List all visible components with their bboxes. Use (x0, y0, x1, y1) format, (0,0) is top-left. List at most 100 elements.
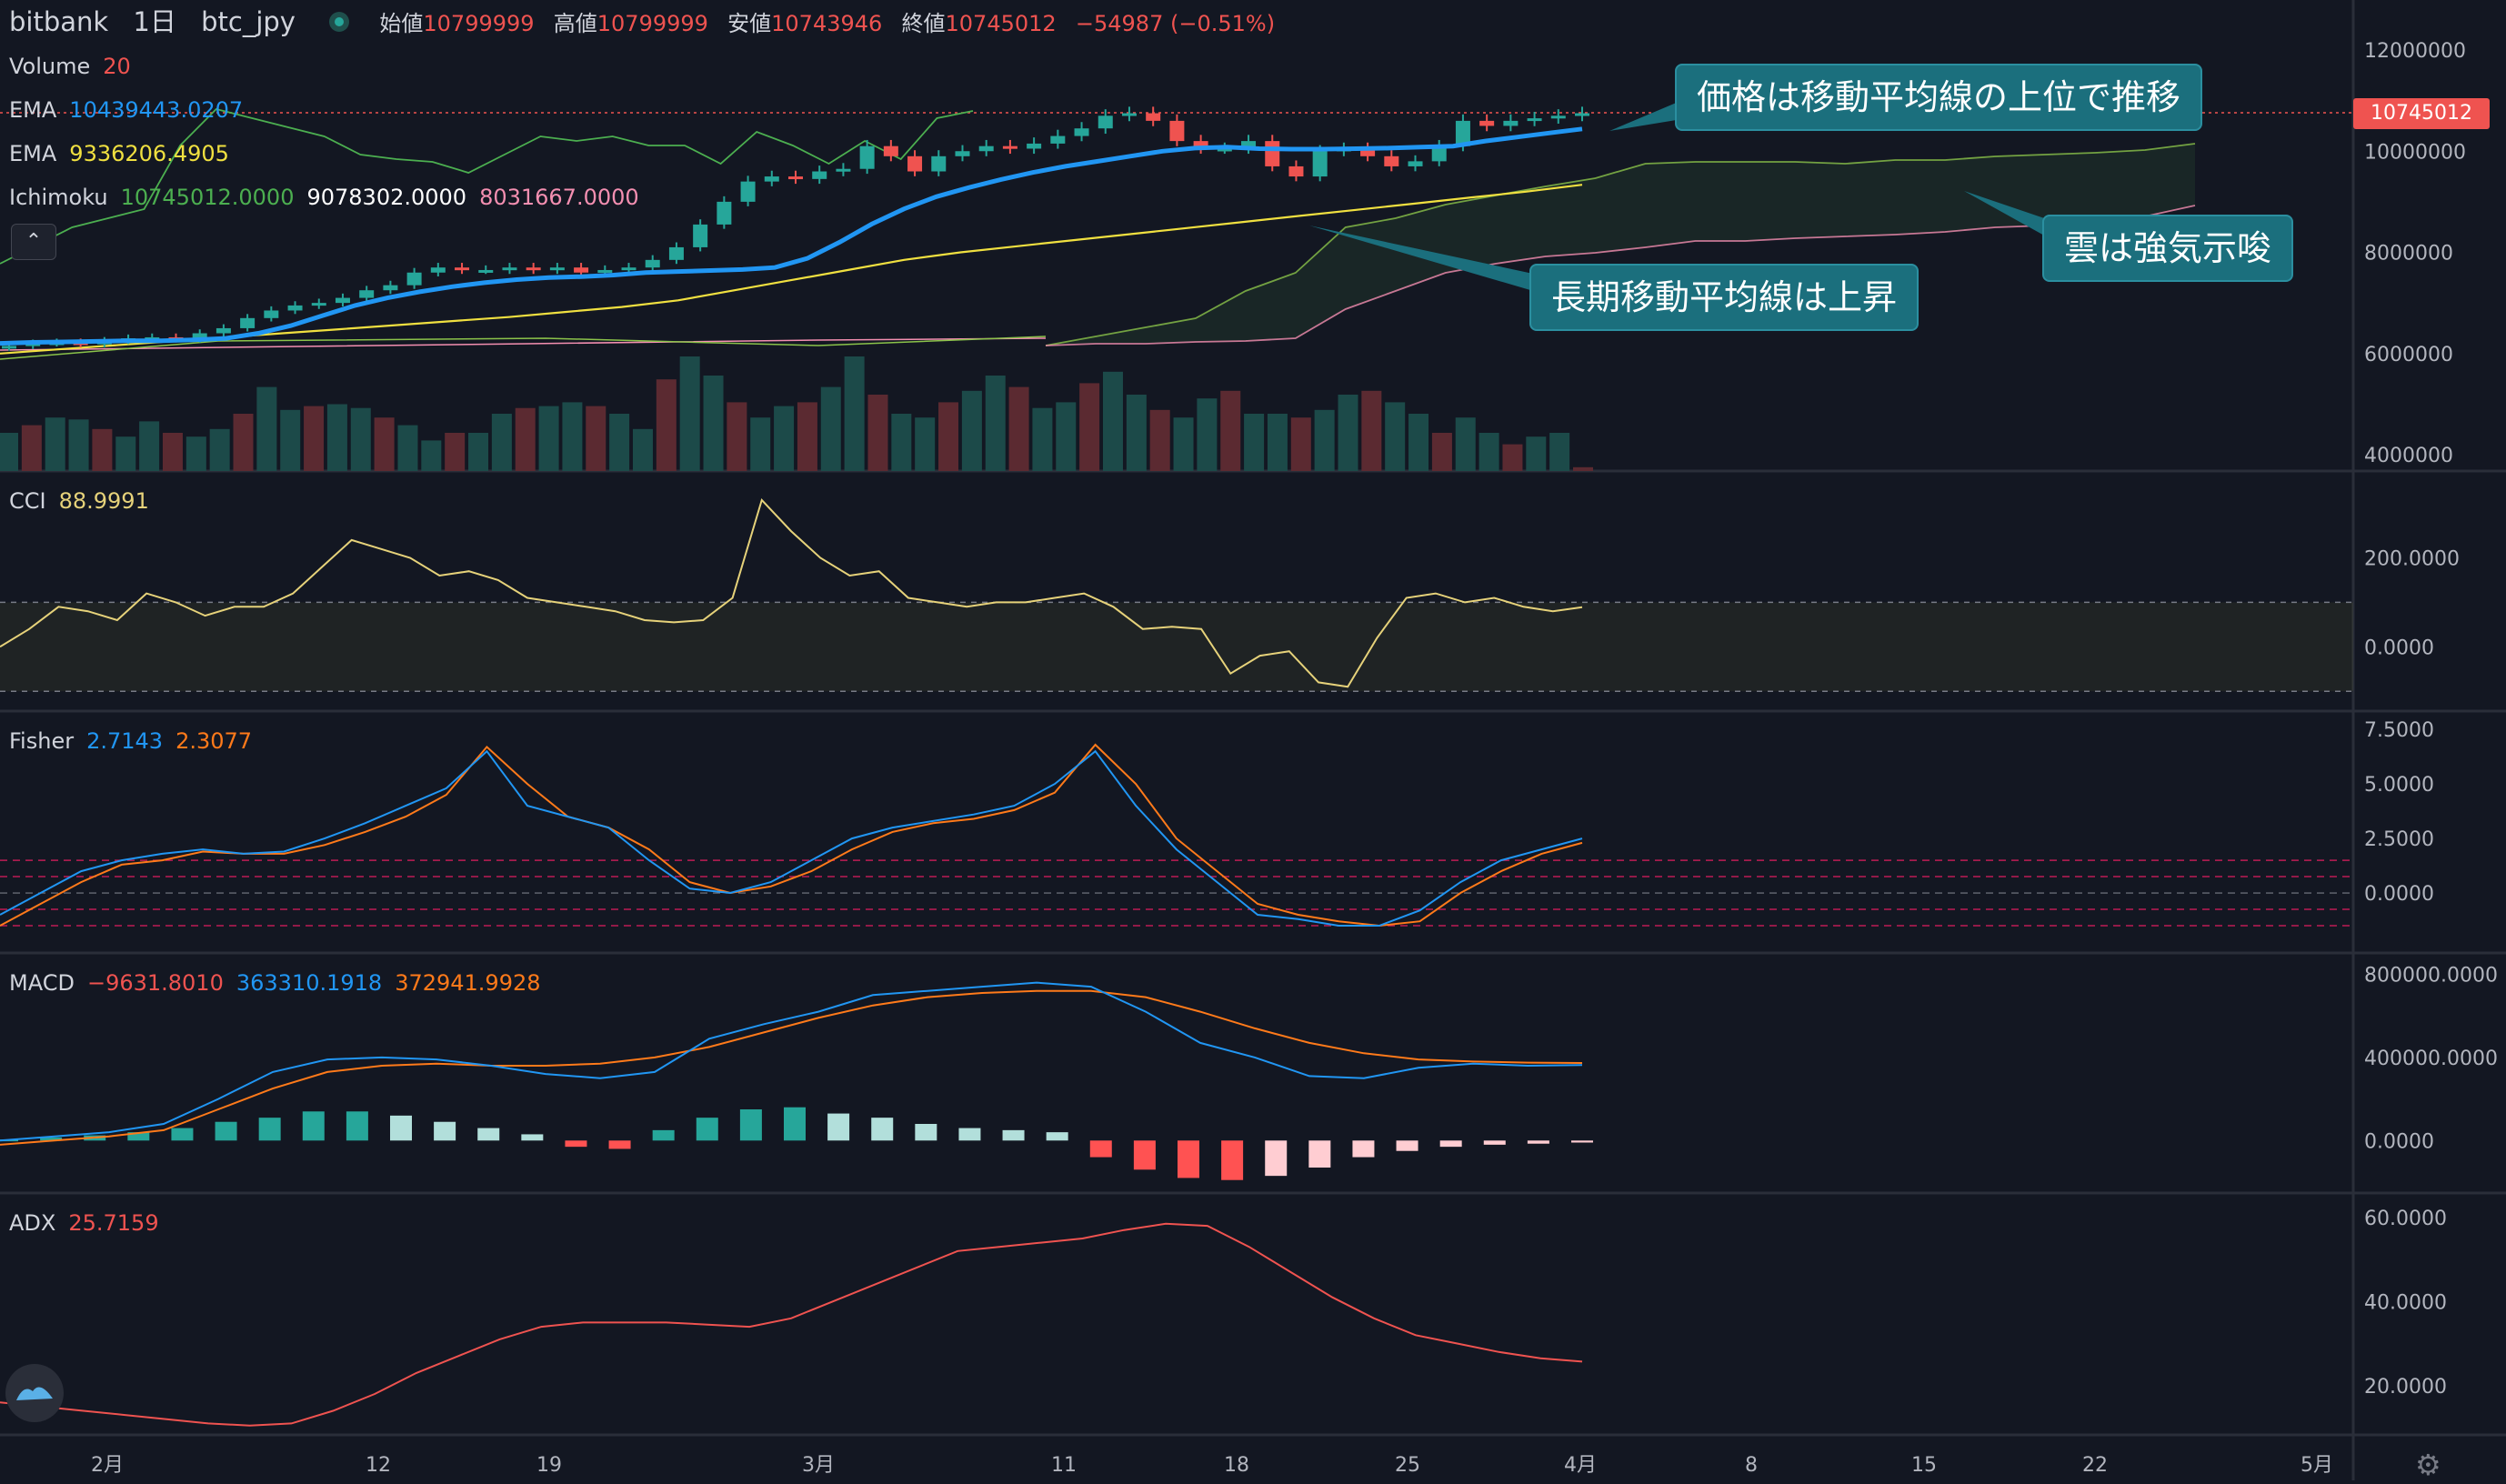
candle-body (240, 317, 256, 328)
gear-icon[interactable]: ⚙ (2415, 1448, 2441, 1482)
candle-body (740, 181, 756, 202)
volume-bar (1549, 433, 1570, 471)
cci-legend[interactable]: CCI 88.9991 (9, 487, 162, 515)
ema-slow-legend[interactable]: EMA 9336206.4905 (9, 140, 242, 167)
volume-bar (1361, 390, 1382, 471)
adx-axis-tick: 20.0000 (2364, 1376, 2447, 1399)
candle-body (1002, 145, 1017, 149)
volume-bar (1290, 417, 1311, 471)
volume-bar (1573, 466, 1593, 471)
candle-body (931, 155, 947, 172)
candle-body (836, 168, 851, 172)
ichimoku-legend[interactable]: Ichimoku 10745012.0000 9078302.0000 8031667… (9, 184, 652, 211)
volume-bar (1079, 383, 1100, 471)
time-axis-tick: 11 (1051, 1454, 1077, 1477)
volume-bar (679, 356, 700, 471)
macd-axis-tick: 800000.0000 (2364, 964, 2498, 987)
candle-body (1241, 141, 1257, 149)
fisher-legend[interactable]: Fisher 2.7143 2.3077 (9, 727, 265, 755)
cci-line (0, 497, 1583, 688)
annotation-price-above-ma[interactable]: 価格は移動平均線の上位で推移 (1675, 64, 2203, 131)
adx-label: ADX (9, 1210, 56, 1236)
high-label: 高値 (553, 11, 597, 36)
candle-body (1527, 118, 1542, 122)
ema-fast-legend[interactable]: EMA 10439443.0207 (9, 96, 256, 124)
volume-bar (750, 417, 771, 471)
interval-label[interactable]: 1日 (133, 6, 176, 37)
candle-body (192, 333, 207, 340)
candle-body (335, 297, 350, 304)
time-axis-tick: 2月 (91, 1454, 124, 1477)
ema-fast-label: EMA (9, 97, 57, 123)
symbol-name[interactable]: btc_jpy (201, 6, 296, 37)
volume-bar (797, 402, 817, 471)
volume-bar (609, 414, 630, 471)
exchange-name[interactable]: bitbank (9, 6, 109, 37)
macd-histogram-bar (1527, 1140, 1549, 1144)
candle-body (383, 285, 398, 291)
macd-histogram-bar (434, 1121, 456, 1141)
volume-bar (350, 407, 371, 471)
cci-axis-tick: 200.0000 (2364, 547, 2460, 570)
volume-bar (304, 406, 325, 471)
volume-bar (139, 421, 160, 471)
candle-body (216, 327, 231, 334)
last-price-tag: 10745012 (2353, 98, 2490, 129)
macd-histogram-bar (346, 1111, 368, 1141)
volume-bar (280, 409, 301, 471)
macd-histogram-bar (784, 1107, 806, 1141)
macd-histogram-bar (1089, 1140, 1112, 1158)
volume-legend[interactable]: Volume 20 (9, 53, 144, 80)
price-axis-tick: 6000000 (2364, 344, 2453, 366)
candle-body (621, 267, 637, 271)
fisher-axis-tick: 7.5000 (2364, 719, 2434, 742)
candle-body (526, 267, 541, 271)
annotation-cloud-bullish[interactable]: 雲は強気示唆 (2042, 215, 2294, 282)
price-axis-tick: 12000000 (2364, 40, 2466, 63)
fisher-value-1: 2.7143 (86, 728, 164, 754)
macd-histogram-bar (871, 1118, 894, 1141)
symbol-header: bitbank 1日 btc_jpy 始値10799999 高値10799999… (9, 5, 1286, 40)
candle-body (668, 246, 684, 260)
macd-histogram-bar (1308, 1140, 1331, 1168)
collapse-legend-button[interactable]: ⌃ (11, 224, 56, 260)
time-axis-tick: 8 (1745, 1454, 1758, 1477)
candle-body (1217, 148, 1232, 152)
annotation-pointer (1309, 226, 1546, 295)
volume-bar (92, 428, 113, 471)
volume-bar (915, 417, 936, 471)
macd-histogram-bar (1439, 1140, 1462, 1148)
volume-bar (1244, 414, 1265, 471)
volume-bar (820, 386, 841, 471)
candle-body (1146, 113, 1161, 121)
macd-histogram-bar (915, 1124, 937, 1141)
volume-bar (844, 356, 865, 471)
ichimoku-value-2: 9078302.0000 (306, 185, 467, 210)
candle-body (1193, 141, 1208, 149)
volume-bar (1502, 444, 1523, 471)
open-value: 10799999 (423, 11, 535, 36)
volume-bar (1126, 395, 1147, 471)
volume-bar (656, 379, 677, 471)
candle-body (430, 267, 446, 273)
candle-body (264, 310, 279, 318)
fisher-axis-tick: 2.5000 (2364, 828, 2434, 851)
candle-body (502, 267, 517, 271)
fisher-value-2: 2.3077 (175, 728, 253, 754)
fisher-trigger-line (0, 743, 1583, 928)
volume-bar (1431, 433, 1452, 471)
adx-legend[interactable]: ADX 25.7159 (9, 1209, 172, 1237)
tradingview-logo-icon[interactable] (5, 1364, 64, 1422)
candle-body (1312, 151, 1328, 177)
macd-histogram-bar (1221, 1140, 1244, 1180)
annotation-long-ma-rising[interactable]: 長期移動平均線は上昇 (1529, 264, 1920, 331)
macd-legend[interactable]: MACD −9631.8010 363310.1918 372941.9928 (9, 969, 554, 997)
volume-bar (397, 425, 418, 471)
candle-body (1265, 141, 1280, 166)
volume-bar (233, 414, 254, 471)
candle-body (1503, 120, 1519, 126)
volume-bar (491, 414, 512, 471)
adx-value: 25.7159 (68, 1210, 159, 1236)
